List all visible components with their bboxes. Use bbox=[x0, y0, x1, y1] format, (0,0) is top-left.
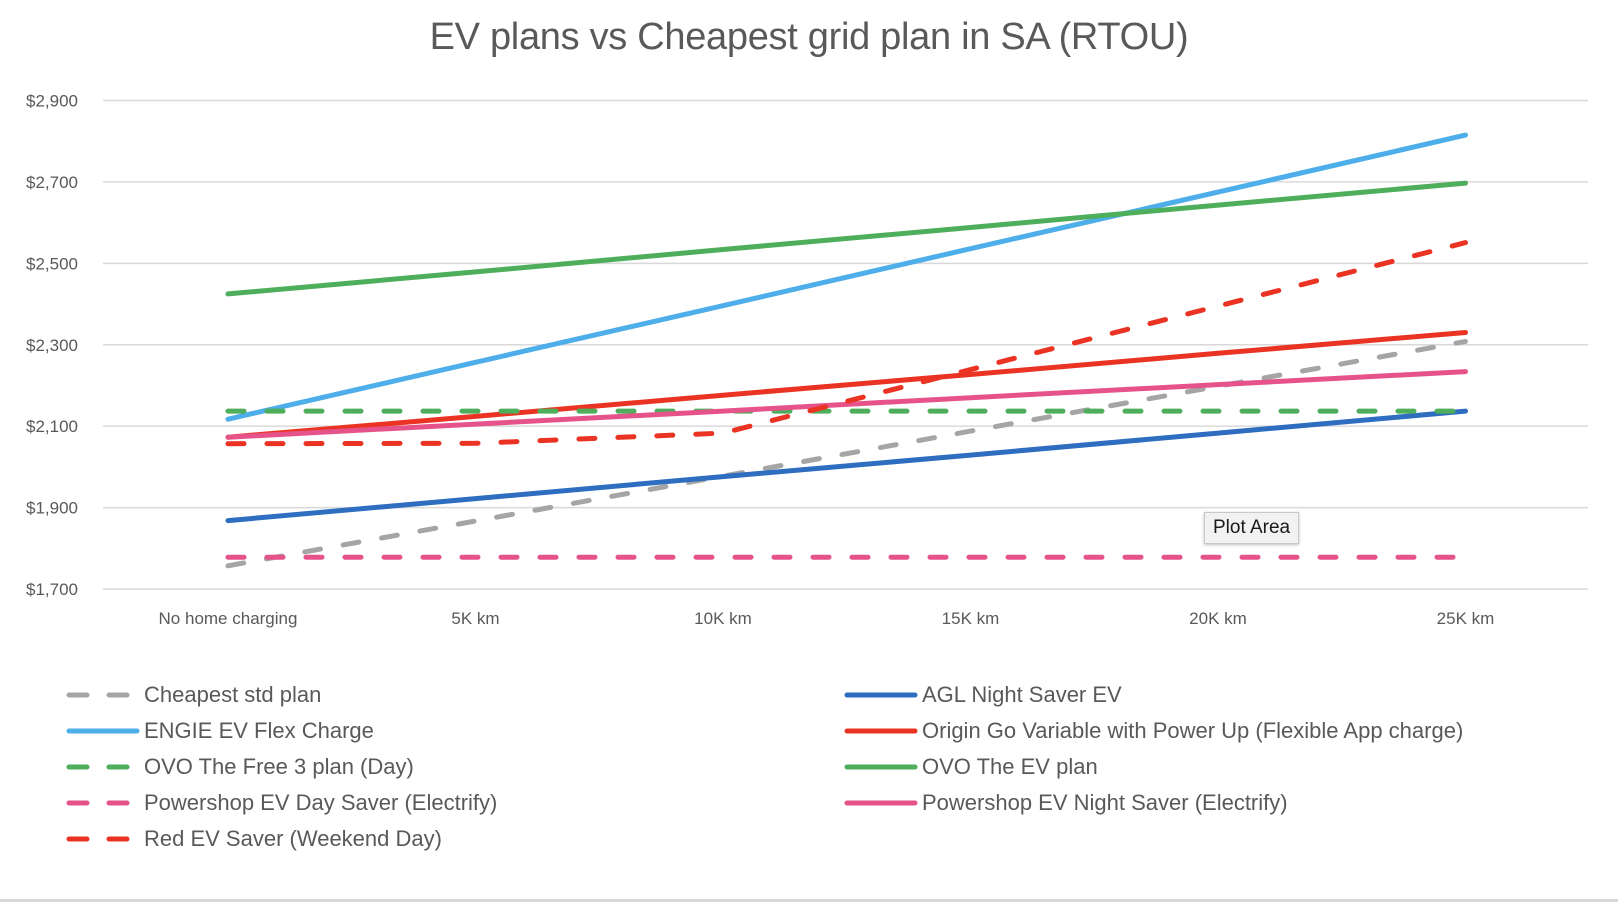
series-line-ovo-the-ev-plan[interactable] bbox=[225, 180, 1468, 297]
x-tick-label: 25K km bbox=[1437, 609, 1495, 628]
legend-swatch-icon bbox=[844, 800, 918, 806]
x-tick-label: 20K km bbox=[1189, 609, 1247, 628]
x-tick-label: 15K km bbox=[942, 609, 1000, 628]
gridlines bbox=[103, 99, 1588, 590]
legend-item[interactable]: OVO The EV plan bbox=[844, 752, 1098, 782]
legend-item[interactable]: ENGIE EV Flex Charge bbox=[66, 716, 374, 746]
legend-item[interactable]: AGL Night Saver EV bbox=[844, 680, 1122, 710]
bottom-divider bbox=[0, 899, 1618, 902]
y-tick-label: $2,500 bbox=[26, 254, 78, 273]
legend-label: AGL Night Saver EV bbox=[922, 682, 1122, 707]
legend-item[interactable]: Cheapest std plan bbox=[66, 680, 321, 710]
legend-swatch-icon bbox=[844, 728, 918, 734]
series-line-cheapest-std-plan[interactable] bbox=[225, 339, 1468, 569]
legend-label: Red EV Saver (Weekend Day) bbox=[144, 826, 442, 851]
chart-title: EV plans vs Cheapest grid plan in SA (RT… bbox=[429, 16, 1189, 58]
legend-label: Cheapest std plan bbox=[144, 682, 322, 707]
legend-item[interactable]: Powershop EV Night Saver (Electrify) bbox=[844, 788, 1288, 818]
legend-swatch-icon bbox=[66, 800, 140, 806]
y-axis-ticks: $1,700 $1,900 $2,100 $2,300 $2,500 $2,700 $2,9… bbox=[26, 92, 78, 600]
x-axis-ticks: No home charging 5K km 10K km 15K km 20K km 2… bbox=[159, 609, 1495, 628]
legend-swatch-icon bbox=[844, 692, 918, 698]
legend-label: OVO The EV plan bbox=[922, 754, 1098, 779]
series-line-agl-night-saver-ev[interactable] bbox=[225, 408, 1468, 524]
legend-label: Origin Go Variable with Power Up (Flexib… bbox=[922, 718, 1464, 743]
legend-swatch-icon bbox=[66, 692, 140, 698]
y-tick-label: $1,700 bbox=[26, 580, 78, 599]
series-line-origin-go-variable-with-power-up-flexible-app-charge[interactable] bbox=[225, 330, 1468, 440]
x-tick-label: No home charging bbox=[159, 609, 298, 628]
series-line-red-ev-saver-weekend-day[interactable] bbox=[225, 240, 1468, 447]
y-tick-label: $2,700 bbox=[26, 173, 78, 192]
y-tick-label: $2,300 bbox=[26, 336, 78, 355]
legend-swatch-icon bbox=[66, 764, 140, 770]
y-tick-label: $2,900 bbox=[26, 92, 78, 111]
series-line-powershop-ev-night-saver-electrify[interactable] bbox=[225, 369, 1468, 440]
series-lines bbox=[225, 132, 1468, 569]
x-tick-label: 5K km bbox=[451, 609, 499, 628]
legend-swatch-icon bbox=[66, 728, 140, 734]
legend-label: OVO The Free 3 plan (Day) bbox=[144, 754, 414, 779]
x-tick-label: 10K km bbox=[694, 609, 752, 628]
legend-swatch-icon bbox=[844, 764, 918, 770]
legend-label: ENGIE EV Flex Charge bbox=[144, 718, 374, 743]
y-tick-label: $2,100 bbox=[26, 417, 78, 436]
legend-label: Powershop EV Night Saver (Electrify) bbox=[922, 790, 1288, 815]
plot-area-tooltip: Plot Area bbox=[1204, 512, 1300, 544]
series-line-engie-ev-flex-charge[interactable] bbox=[225, 132, 1468, 422]
legend-item[interactable]: Red EV Saver (Weekend Day) bbox=[66, 824, 442, 854]
legend-swatch-icon bbox=[66, 836, 140, 842]
legend-item[interactable]: OVO The Free 3 plan (Day) bbox=[66, 752, 414, 782]
legend-label: Powershop EV Day Saver (Electrify) bbox=[144, 790, 498, 815]
y-tick-label: $1,900 bbox=[26, 499, 78, 518]
legend-item[interactable]: Powershop EV Day Saver (Electrify) bbox=[66, 788, 497, 818]
legend-item[interactable]: Origin Go Variable with Power Up (Flexib… bbox=[844, 716, 1463, 746]
